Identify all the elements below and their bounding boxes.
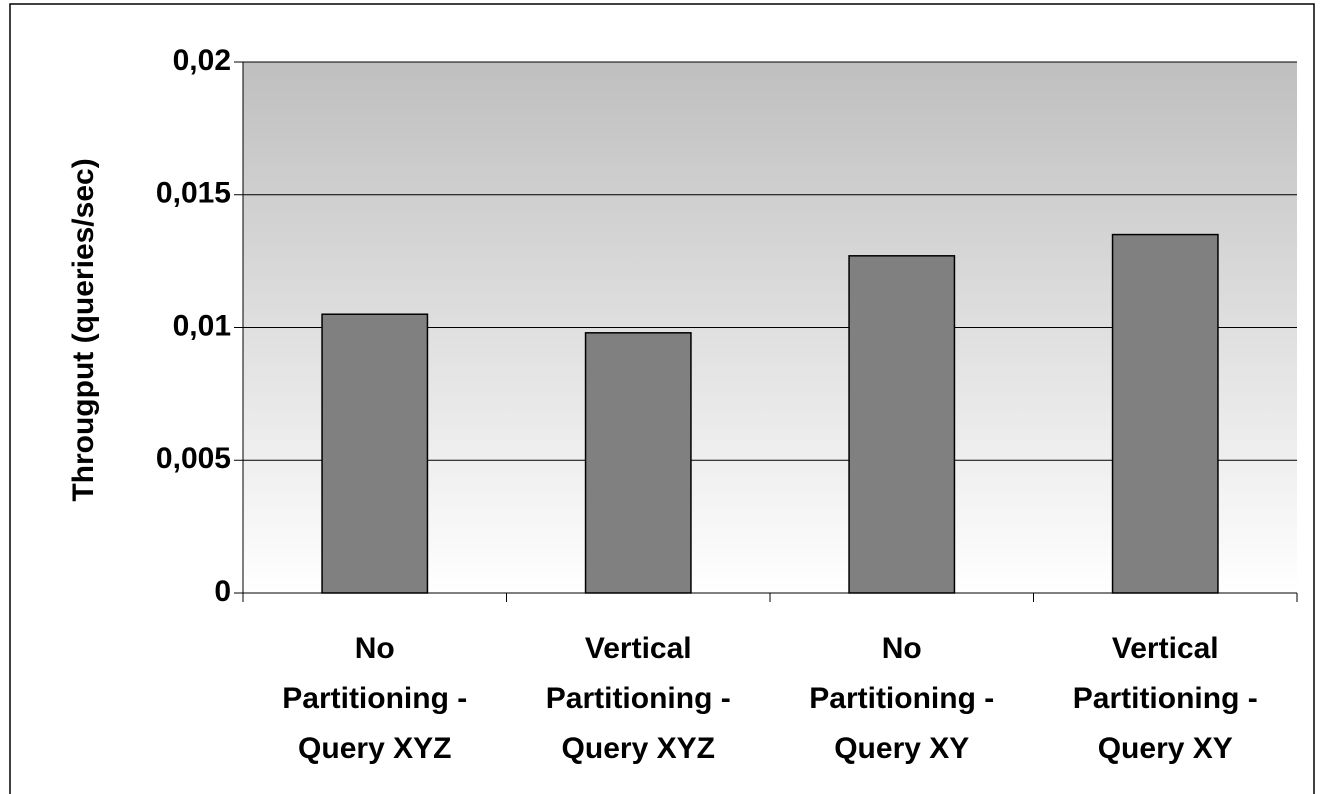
x-tick-label: Vertical Partitioning - Query XYZ [545, 632, 731, 765]
x-tick-label: No Partitioning - Query XYZ [282, 632, 468, 765]
frame [9, 3, 1315, 794]
x-tick-label: No Partitioning - Query XY [809, 632, 995, 765]
y-axis-title: Througput (queries/sec) [67, 158, 100, 501]
bar [848, 255, 956, 594]
x-tick-label: Vertical Partitioning - Query XY [1072, 632, 1258, 765]
y-tick-label: 0,015 [156, 177, 231, 210]
bar [321, 313, 429, 594]
bar [1111, 233, 1219, 594]
bar [584, 332, 692, 594]
y-tick-label: 0,01 [173, 309, 231, 342]
y-tick-label: 0,005 [156, 442, 231, 475]
y-tick-label: 0 [214, 575, 231, 608]
y-tick-label: 0,02 [173, 44, 231, 77]
